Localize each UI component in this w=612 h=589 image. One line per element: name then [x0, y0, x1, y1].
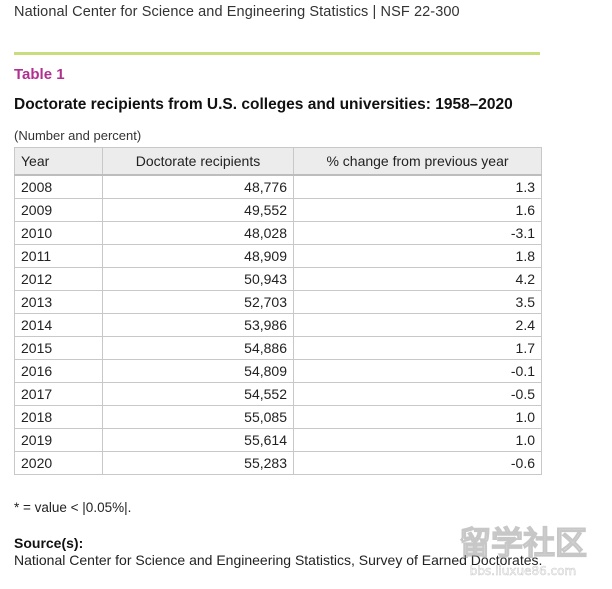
table-row: 2016 54,809 -0.1: [14, 359, 542, 383]
footnote: * = value < |0.05%|.: [14, 500, 132, 515]
cell-recipients: 50,943: [102, 267, 294, 291]
cell-recipients: 54,886: [102, 336, 294, 360]
cell-year: 2016: [14, 359, 103, 383]
watermark-subtext: bbs.liuxue86.com: [470, 564, 576, 578]
cell-year: 2011: [14, 244, 103, 268]
cell-percent-change: -3.1: [293, 221, 542, 245]
cell-percent-change: 1.8: [293, 244, 542, 268]
table-row: 2015 54,886 1.7: [14, 336, 542, 360]
cell-recipients: 54,552: [102, 382, 294, 406]
table-row: 2019 55,614 1.0: [14, 428, 542, 452]
cell-recipients: 55,614: [102, 428, 294, 452]
cell-year: 2014: [14, 313, 103, 337]
table-row: 2013 52,703 3.5: [14, 290, 542, 314]
cell-year: 2020: [14, 451, 103, 475]
table-row: 2011 48,909 1.8: [14, 244, 542, 268]
table-row: 2012 50,943 4.2: [14, 267, 542, 291]
source-text: National Center for Science and Engineer…: [14, 552, 543, 568]
doctorate-table: Year Doctorate recipients % change from …: [14, 147, 542, 475]
cell-percent-change: 1.0: [293, 405, 542, 429]
cell-percent-change: 3.5: [293, 290, 542, 314]
cell-year: 2017: [14, 382, 103, 406]
table-row: 2020 55,283 -0.6: [14, 451, 542, 475]
cell-percent-change: -0.5: [293, 382, 542, 406]
cell-percent-change: -0.1: [293, 359, 542, 383]
table-row: 2009 49,552 1.6: [14, 198, 542, 222]
column-header-recipients: Doctorate recipients: [102, 147, 294, 176]
table-row: 2017 54,552 -0.5: [14, 382, 542, 406]
cell-percent-change: 1.6: [293, 198, 542, 222]
table-row: 2014 53,986 2.4: [14, 313, 542, 337]
cell-percent-change: 1.7: [293, 336, 542, 360]
cell-year: 2018: [14, 405, 103, 429]
cell-recipients: 54,809: [102, 359, 294, 383]
column-header-percent-change: % change from previous year: [293, 147, 542, 176]
table-label: Table 1: [14, 66, 65, 83]
table-row: 2008 48,776 1.3: [14, 174, 542, 199]
table-title: Doctorate recipients from U.S. colleges …: [14, 96, 513, 113]
cell-recipients: 53,986: [102, 313, 294, 337]
cell-recipients: 48,776: [102, 174, 294, 199]
cell-percent-change: 1.3: [293, 174, 542, 199]
cell-recipients: 52,703: [102, 290, 294, 314]
cell-recipients: 48,028: [102, 221, 294, 245]
cell-percent-change: 1.0: [293, 428, 542, 452]
header-divider: [14, 52, 540, 55]
cell-year: 2010: [14, 221, 103, 245]
cell-year: 2012: [14, 267, 103, 291]
table-header-row: Year Doctorate recipients % change from …: [14, 147, 542, 176]
cell-recipients: 55,085: [102, 405, 294, 429]
cell-recipients: 55,283: [102, 451, 294, 475]
unit-note: (Number and percent): [14, 128, 142, 143]
table-row: 2010 48,028 -3.1: [14, 221, 542, 245]
cell-percent-change: 2.4: [293, 313, 542, 337]
column-header-year: Year: [14, 147, 103, 176]
table-row: 2018 55,085 1.0: [14, 405, 542, 429]
cell-recipients: 49,552: [102, 198, 294, 222]
report-header: National Center for Science and Engineer…: [14, 4, 460, 20]
cell-recipients: 48,909: [102, 244, 294, 268]
source-label: Source(s):: [14, 535, 84, 551]
cell-year: 2009: [14, 198, 103, 222]
cell-percent-change: -0.6: [293, 451, 542, 475]
cell-percent-change: 4.2: [293, 267, 542, 291]
cell-year: 2008: [14, 174, 103, 199]
cell-year: 2019: [14, 428, 103, 452]
watermark-logo: 留学社区 bbs.liuxue86.com: [458, 523, 587, 578]
cell-year: 2013: [14, 290, 103, 314]
cell-year: 2015: [14, 336, 103, 360]
watermark-text: 留学社区: [459, 524, 587, 562]
